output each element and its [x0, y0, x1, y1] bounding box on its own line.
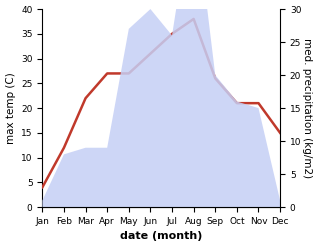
Y-axis label: med. precipitation (kg/m2): med. precipitation (kg/m2) [302, 38, 313, 178]
Y-axis label: max temp (C): max temp (C) [5, 72, 16, 144]
X-axis label: date (month): date (month) [120, 231, 203, 242]
